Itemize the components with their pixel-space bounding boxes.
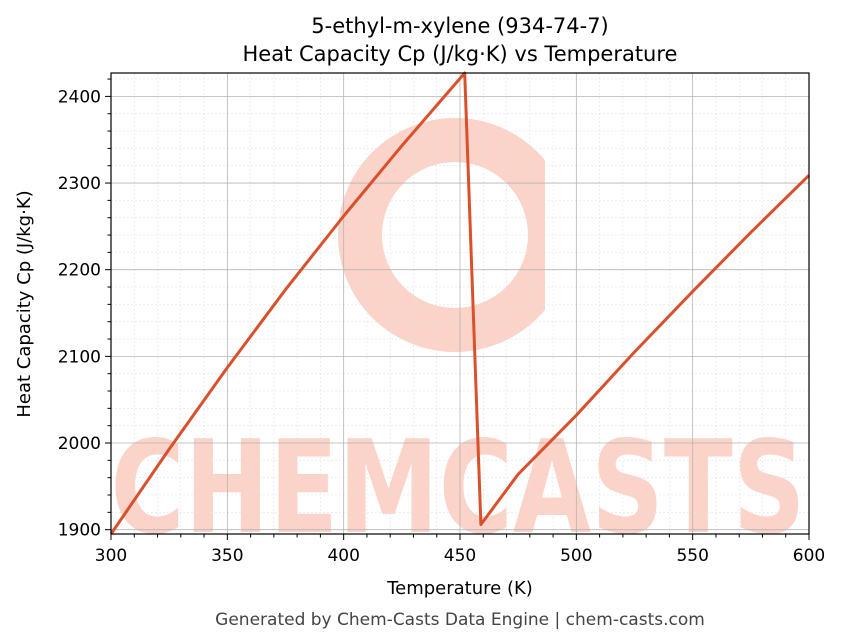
x-tick-label: 300 — [95, 546, 127, 566]
watermark-text: CHEMCASTS — [111, 414, 806, 563]
y-tick-label: 2000 — [58, 434, 101, 454]
y-tick-label: 2200 — [58, 261, 101, 281]
x-tick-label: 500 — [560, 546, 592, 566]
x-axis-ticks: 300 350 400 450 500 550 600 — [95, 534, 825, 566]
footer-credit: Generated by Chem-Casts Data Engine | ch… — [215, 610, 705, 630]
x-axis-label: Temperature (K) — [386, 578, 533, 599]
y-axis-ticks: 1900 2000 2100 2200 2300 2400 — [58, 78, 111, 541]
x-tick-label: 450 — [444, 546, 476, 566]
y-tick-label: 1900 — [58, 521, 101, 541]
x-tick-label: 350 — [211, 546, 243, 566]
x-tick-label: 600 — [793, 546, 825, 566]
watermark: CHEMCASTS — [111, 118, 806, 563]
x-tick-label: 550 — [676, 546, 708, 566]
x-tick-label: 400 — [327, 546, 359, 566]
series-line — [109, 71, 811, 535]
chart-subtitle: Heat Capacity Cp (J/kg·K) vs Temperature — [243, 42, 678, 66]
y-tick-label: 2100 — [58, 347, 101, 367]
y-tick-label: 2400 — [58, 87, 101, 107]
y-tick-label: 2300 — [58, 174, 101, 194]
chart-title: 5-ethyl-m-xylene (934-74-7) — [311, 14, 609, 38]
y-axis-label: Heat Capacity Cp (J/kg·K) — [14, 190, 35, 417]
